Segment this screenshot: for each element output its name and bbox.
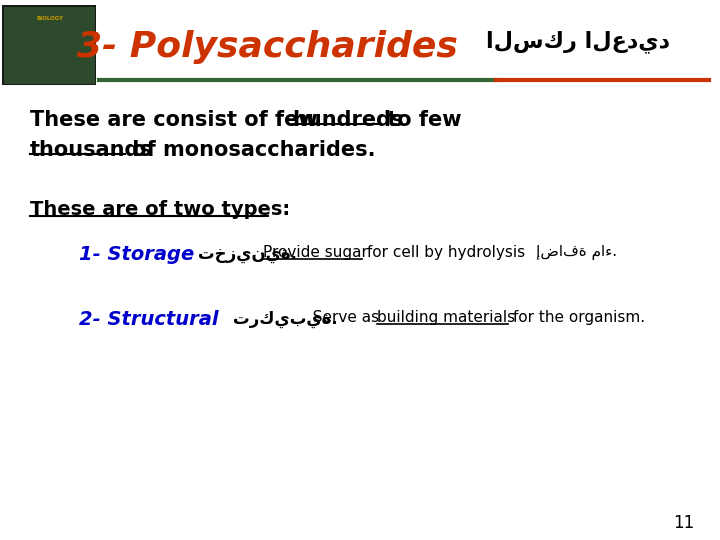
Text: Provide sugar: Provide sugar <box>263 245 368 260</box>
Text: 3- Polysaccharides: 3- Polysaccharides <box>78 30 459 64</box>
Text: إضافة ماء.: إضافة ماء. <box>536 245 617 260</box>
Text: تخزينية.: تخزينية. <box>199 245 297 263</box>
Text: 1- Storage: 1- Storage <box>79 245 194 264</box>
Text: 11: 11 <box>673 514 694 532</box>
Text: of monosaccharides.: of monosaccharides. <box>125 140 376 160</box>
FancyBboxPatch shape <box>2 5 96 85</box>
Text: Serve as: Serve as <box>302 310 384 325</box>
Text: to few: to few <box>380 110 462 130</box>
Text: hundreds: hundreds <box>292 110 404 130</box>
FancyBboxPatch shape <box>3 6 95 84</box>
Text: for cell by hydrolysis: for cell by hydrolysis <box>362 245 525 260</box>
Text: تركيبية.: تركيبية. <box>233 310 338 328</box>
Text: 2- Structural: 2- Structural <box>79 310 219 329</box>
Text: thousands: thousands <box>30 140 153 160</box>
Text: These are consist of few: These are consist of few <box>30 110 325 130</box>
Text: These are of two types:: These are of two types: <box>30 200 290 219</box>
Text: BIOLOGY: BIOLOGY <box>36 16 63 21</box>
Text: السكر العديد: السكر العديد <box>486 30 670 52</box>
Text: building materials: building materials <box>377 310 515 325</box>
Text: for the organism.: for the organism. <box>508 310 645 325</box>
